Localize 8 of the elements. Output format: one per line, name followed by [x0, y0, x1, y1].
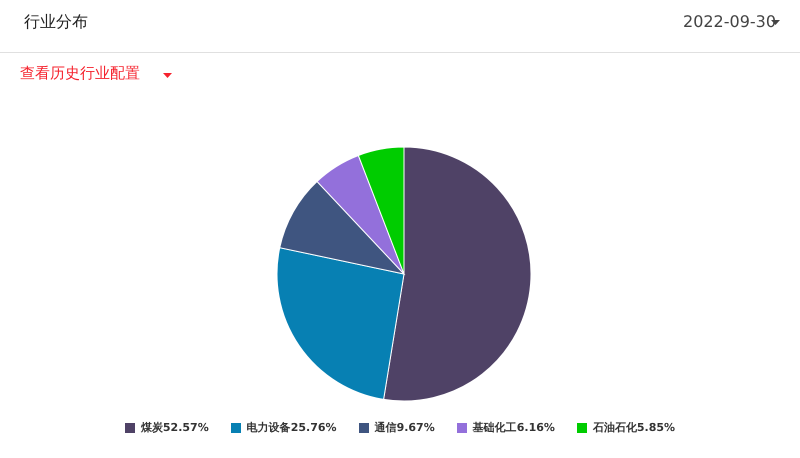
legend-label: 煤炭52.57% [140, 420, 209, 435]
legend-label: 电力设备25.76% [246, 420, 337, 435]
legend-label: 石油石化5.85% [592, 420, 676, 435]
text: 查看历史行业配置 [20, 64, 140, 83]
text: 2022-09-30 [683, 12, 776, 31]
chart-title: 行业分布 [24, 12, 88, 33]
legend-label: 基础化工6.16% [472, 420, 555, 435]
legend-label: 通信9.67% [374, 420, 435, 435]
